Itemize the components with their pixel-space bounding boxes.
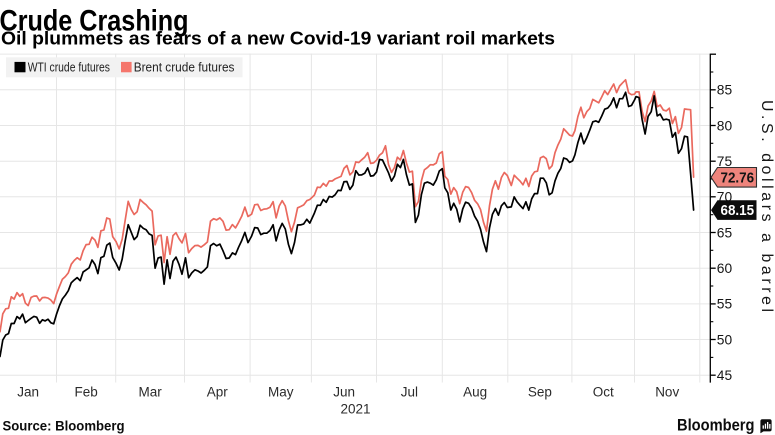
svg-text:60: 60: [717, 261, 733, 276]
svg-text:65: 65: [717, 225, 733, 240]
svg-text:Oil plummets as fears of a new: Oil plummets as fears of a new Covid-19 …: [1, 27, 555, 48]
svg-text:72.76: 72.76: [721, 170, 755, 186]
svg-text:50: 50: [717, 332, 733, 347]
svg-text:75: 75: [717, 154, 733, 169]
svg-text:Mar: Mar: [138, 385, 162, 400]
svg-text:Oct: Oct: [593, 385, 614, 400]
svg-text:Jul: Jul: [401, 385, 418, 400]
svg-text:Source: Bloomberg: Source: Bloomberg: [3, 419, 125, 434]
svg-text:Crude Crashing: Crude Crashing: [0, 4, 189, 37]
svg-text:Brent crude futures: Brent crude futures: [134, 60, 235, 75]
svg-text:Jan: Jan: [17, 385, 39, 400]
svg-text:Apr: Apr: [207, 385, 229, 400]
svg-text:Sep: Sep: [528, 385, 552, 400]
svg-text:2021: 2021: [340, 401, 370, 416]
svg-text:Bloomberg: Bloomberg: [677, 416, 755, 434]
svg-text:80: 80: [717, 118, 733, 133]
svg-text:85: 85: [717, 83, 733, 98]
svg-text:Feb: Feb: [74, 385, 97, 400]
svg-text:45: 45: [717, 368, 733, 383]
svg-text:55: 55: [717, 297, 733, 312]
svg-text:Nov: Nov: [655, 385, 679, 400]
svg-text:Jun: Jun: [333, 385, 355, 400]
svg-text:May: May: [268, 385, 294, 400]
svg-text:U.S. dollars a barrel: U.S. dollars a barrel: [758, 100, 775, 312]
svg-text:Aug: Aug: [463, 385, 487, 400]
svg-text:WTI crude futures: WTI crude futures: [28, 60, 111, 75]
svg-text:68.15: 68.15: [721, 203, 755, 219]
